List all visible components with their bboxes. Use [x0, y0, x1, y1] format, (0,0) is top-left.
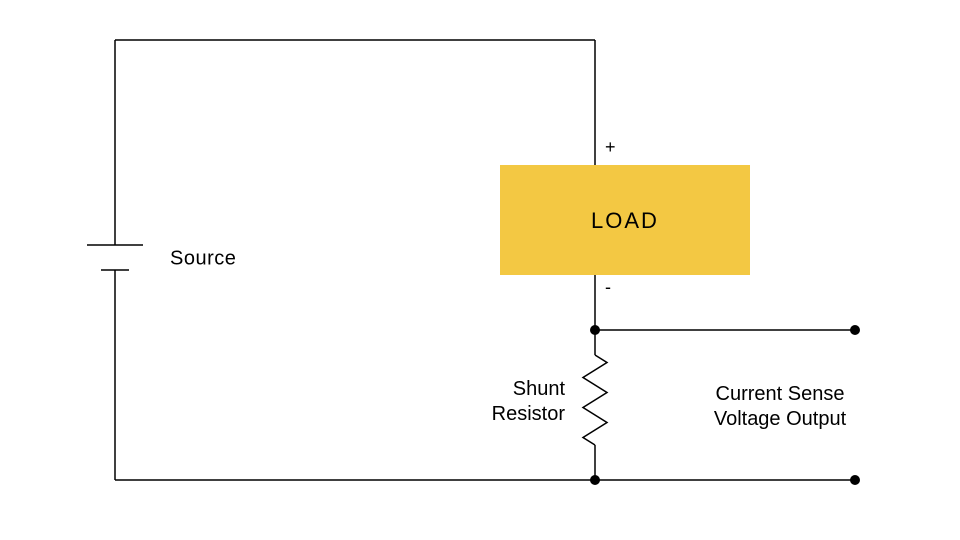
- node-tap-upper-right: [850, 325, 860, 335]
- source-label: Source: [170, 248, 236, 270]
- minus-sign: -: [605, 277, 611, 297]
- load-label: LOAD: [591, 208, 659, 233]
- node-tap-lower-left: [590, 475, 600, 485]
- output-label-1: Current Sense: [716, 383, 845, 405]
- plus-sign: +: [605, 137, 616, 157]
- circuit-diagram: Source LOAD + - Shunt Resistor Current Sense Vo…: [0, 0, 960, 540]
- shunt-label-2: Resistor: [492, 403, 566, 425]
- shunt-resistor: [583, 355, 607, 445]
- node-tap-lower-right: [850, 475, 860, 485]
- shunt-label-1: Shunt: [513, 378, 566, 400]
- node-tap-upper-left: [590, 325, 600, 335]
- output-label-2: Voltage Output: [714, 408, 847, 430]
